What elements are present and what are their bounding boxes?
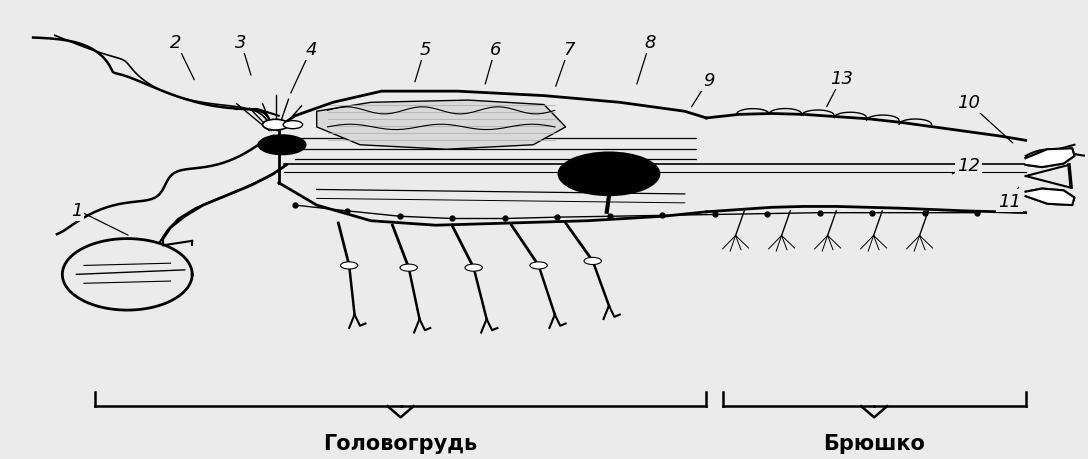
Circle shape <box>400 264 418 272</box>
Polygon shape <box>1026 149 1074 168</box>
Circle shape <box>530 262 547 269</box>
Text: 4: 4 <box>306 40 317 59</box>
Circle shape <box>262 120 288 131</box>
Circle shape <box>341 262 358 269</box>
Text: Головогрудь: Головогрудь <box>323 433 478 453</box>
Circle shape <box>465 264 482 272</box>
Text: 3: 3 <box>235 34 247 52</box>
Text: 10: 10 <box>956 94 980 112</box>
Text: Брюшко: Брюшко <box>824 433 925 453</box>
Text: 5: 5 <box>419 40 431 59</box>
Text: 8: 8 <box>644 34 656 52</box>
Circle shape <box>584 258 602 265</box>
Polygon shape <box>317 101 566 150</box>
Ellipse shape <box>557 152 660 197</box>
Text: 2: 2 <box>170 34 182 52</box>
Text: 7: 7 <box>564 40 574 59</box>
Polygon shape <box>1026 189 1074 206</box>
Text: 1: 1 <box>71 201 82 219</box>
Text: 11: 11 <box>998 192 1021 210</box>
Text: 13: 13 <box>830 70 853 88</box>
Circle shape <box>283 121 302 129</box>
Text: 12: 12 <box>956 157 980 174</box>
Circle shape <box>258 136 306 155</box>
Text: 6: 6 <box>490 40 502 59</box>
Text: 9: 9 <box>703 72 715 90</box>
